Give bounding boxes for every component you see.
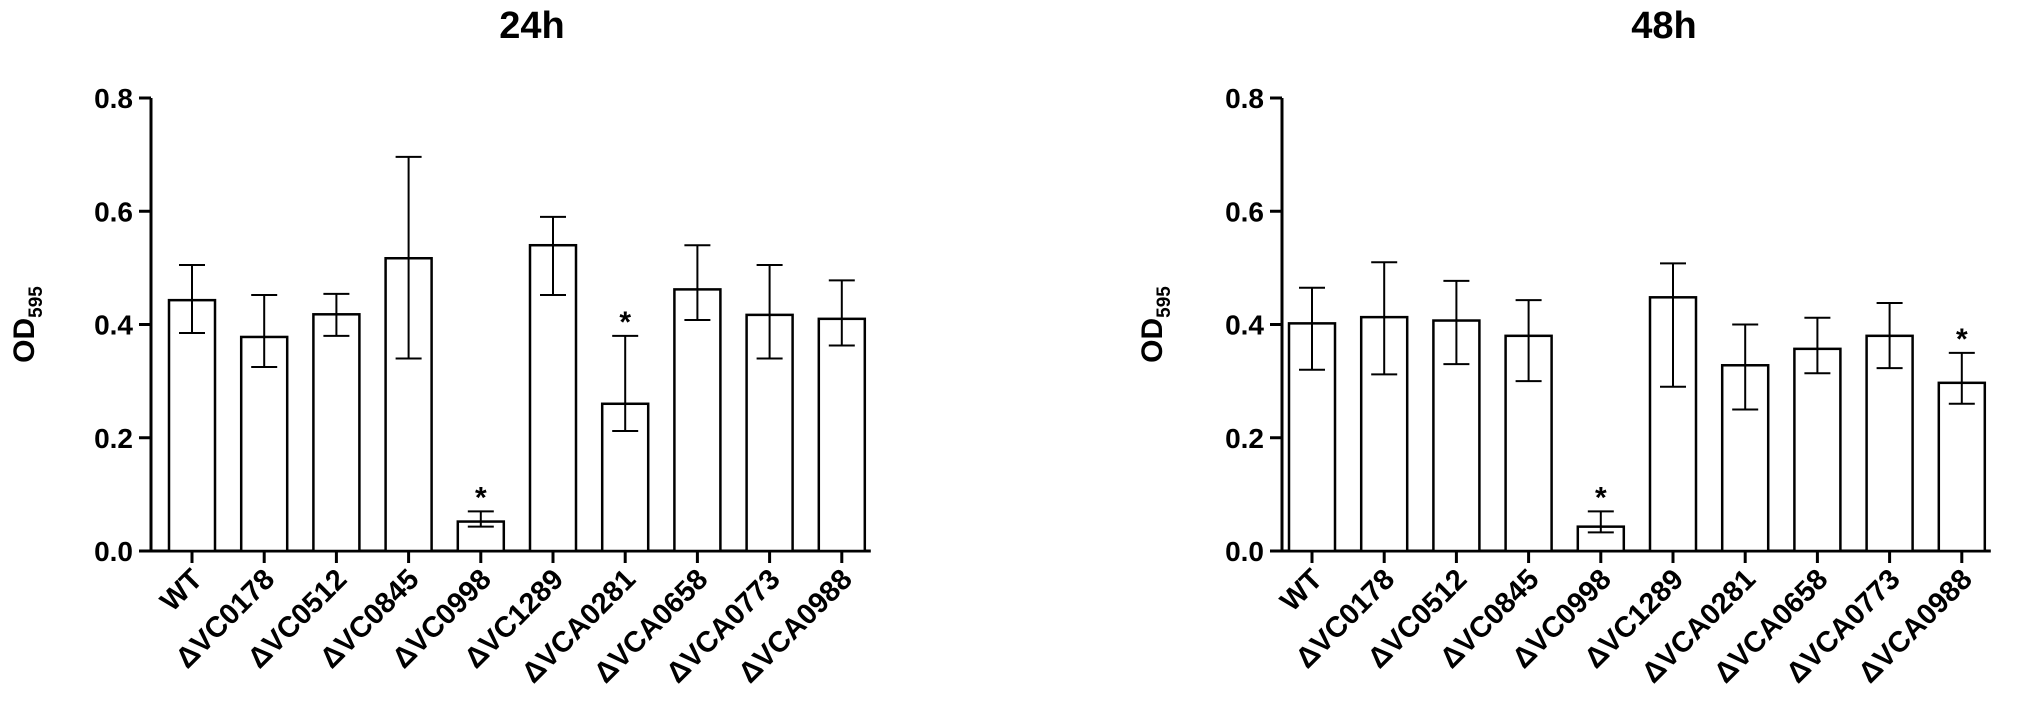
chart2-y-tick-label: 0.0 — [1225, 536, 1264, 567]
chart1-bar — [239, 335, 289, 553]
chart1-y-tick-label: 0.2 — [94, 423, 133, 454]
chart2-y-axis-label: OD595 — [1136, 286, 1175, 363]
chart1-significance-marker: * — [475, 481, 487, 514]
chart1-y-tick-label: 0.8 — [94, 83, 133, 114]
chart1-bar — [167, 298, 217, 553]
chart1-y-tick-label: 0.4 — [94, 310, 133, 341]
chart1-y-axis-label: OD595 — [8, 286, 47, 363]
chart1-bar — [673, 288, 722, 553]
chart2-significance-marker: * — [1956, 323, 1968, 356]
chart1-significance-marker: * — [619, 306, 631, 339]
chart1-bar — [312, 313, 361, 553]
chart1-y-tick-label: 0.6 — [94, 196, 133, 227]
chart2-y-axis-label-sub: 595 — [1154, 286, 1175, 318]
chart1-title: 24h — [499, 5, 564, 47]
chart2-y-tick-label: 0.6 — [1225, 196, 1264, 227]
chart2-y-tick-label: 0.8 — [1225, 83, 1264, 114]
chart2-y-tick-label: 0.4 — [1225, 310, 1264, 341]
chart1-bar — [817, 317, 867, 553]
chart2-y-axis-label-main: OD — [1136, 318, 1169, 363]
chart2-bar — [1937, 381, 1987, 553]
chart2-x-tick-label: WT — [1274, 563, 1329, 618]
chart2-bar — [1793, 347, 1842, 553]
chart2-y-tick-label: 0.2 — [1225, 423, 1264, 454]
chart1-y-axis-label-sub: 595 — [26, 286, 47, 318]
chart1-y-axis-label-main: OD — [8, 318, 41, 363]
chart1-bar — [528, 243, 578, 553]
chart2-significance-marker: * — [1595, 481, 1607, 514]
chart2-title: 48h — [1631, 5, 1696, 47]
chart1-x-tick-label: WT — [154, 563, 209, 618]
chart1-y-tick-label: 0.0 — [94, 536, 133, 567]
